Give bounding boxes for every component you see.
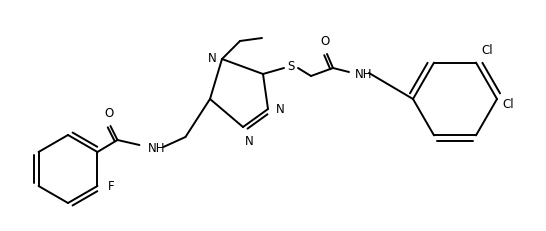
Text: N: N: [276, 103, 285, 116]
Text: F: F: [108, 180, 114, 193]
Text: N: N: [245, 134, 254, 147]
Text: O: O: [105, 106, 114, 119]
Text: Cl: Cl: [481, 43, 492, 56]
Text: S: S: [287, 60, 295, 73]
Text: N: N: [208, 52, 217, 65]
Text: Cl: Cl: [502, 98, 514, 111]
Text: NH: NH: [355, 67, 372, 80]
Text: NH: NH: [147, 141, 165, 154]
Text: O: O: [321, 35, 330, 48]
